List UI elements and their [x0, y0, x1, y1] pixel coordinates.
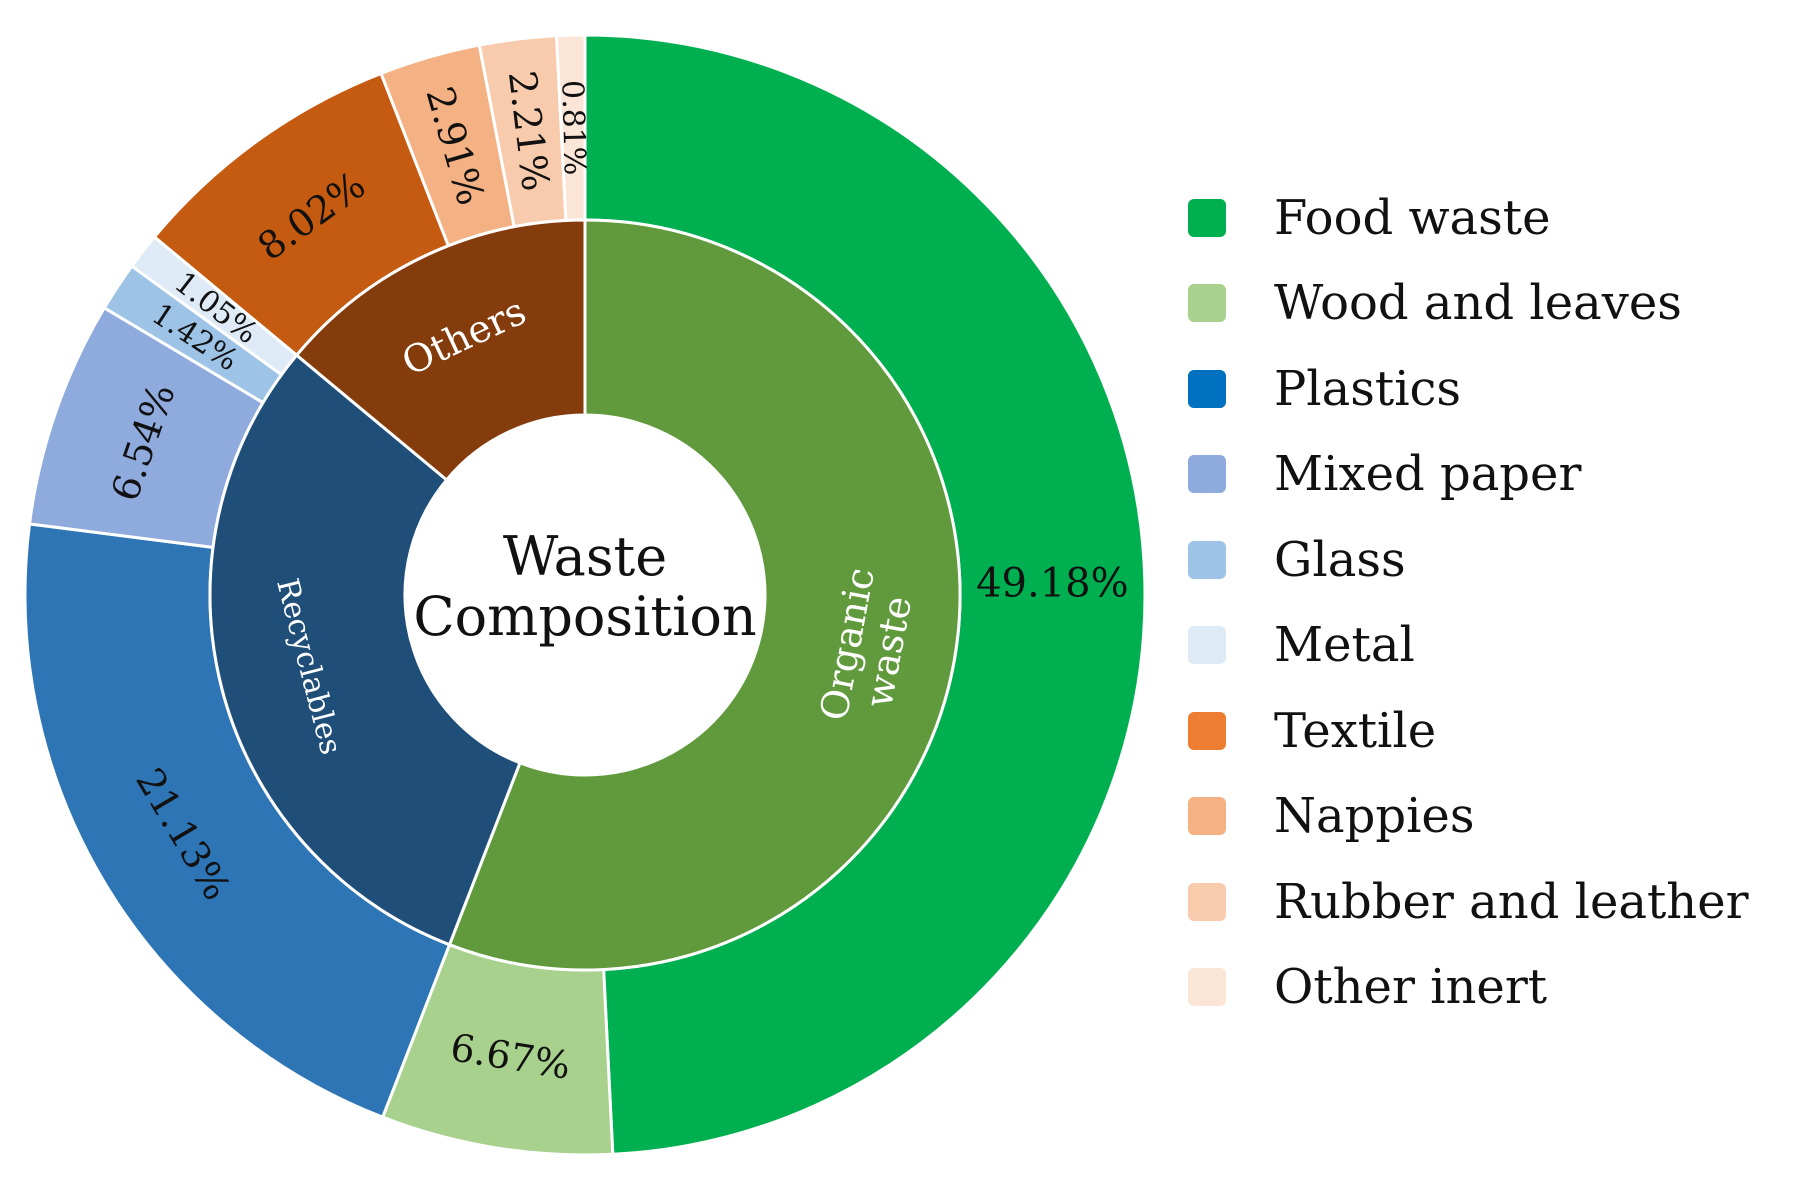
legend-item-nappies: Nappies — [1180, 774, 1780, 860]
legend-swatch-metal — [1188, 626, 1226, 665]
legend-item-wood-and-leaves: Wood and leaves — [1180, 261, 1780, 347]
sunburst-chart: 49.18%6.67%21.13%6.54%1.42%1.05%8.02%2.9… — [23, 33, 1147, 1157]
legend: Food waste Wood and leaves Plastics Mixed p… — [1180, 175, 1780, 1030]
legend-swatch-textile — [1188, 711, 1226, 750]
legend-swatch-food-waste — [1188, 198, 1226, 237]
legend-item-mixed-paper: Mixed paper — [1180, 432, 1780, 518]
legend-label-other-inert: Other inert — [1274, 959, 1548, 1016]
legend-item-plastics: Plastics — [1180, 346, 1780, 432]
chart-title: Waste Composition — [413, 525, 756, 648]
legend-item-rubber-and-leather: Rubber and leather — [1180, 859, 1780, 945]
center-hole — [405, 415, 765, 775]
legend-label-wood-and-leaves: Wood and leaves — [1274, 275, 1682, 332]
legend-label-nappies: Nappies — [1274, 788, 1475, 845]
legend-item-other-inert: Other inert — [1180, 945, 1780, 1031]
legend-swatch-glass — [1188, 540, 1226, 579]
legend-item-glass: Glass — [1180, 517, 1780, 603]
legend-label-rubber-and-leather: Rubber and leather — [1274, 873, 1749, 930]
legend-label-food-waste: Food waste — [1274, 189, 1551, 246]
inner-slice-others — [294, 218, 587, 483]
legend-item-food-waste: Food waste — [1180, 175, 1780, 261]
legend-swatch-rubber-and-leather — [1188, 882, 1226, 921]
legend-swatch-plastics — [1188, 369, 1226, 408]
legend-item-textile: Textile — [1180, 688, 1780, 774]
inner-ring — [208, 218, 962, 972]
outer-label-other-inert: 0.81% — [554, 80, 591, 176]
legend-label-textile: Textile — [1274, 702, 1437, 759]
legend-label-plastics: Plastics — [1274, 360, 1462, 417]
legend-label-mixed-paper: Mixed paper — [1274, 446, 1582, 503]
legend-item-metal: Metal — [1180, 603, 1780, 689]
legend-label-glass: Glass — [1274, 531, 1406, 588]
legend-label-metal: Metal — [1274, 617, 1415, 674]
legend-swatch-other-inert — [1188, 968, 1226, 1007]
outer-label-food-waste: 49.18% — [976, 560, 1129, 606]
legend-swatch-mixed-paper — [1188, 455, 1226, 494]
legend-swatch-wood-and-leaves — [1188, 284, 1226, 323]
legend-swatch-nappies — [1188, 797, 1226, 836]
